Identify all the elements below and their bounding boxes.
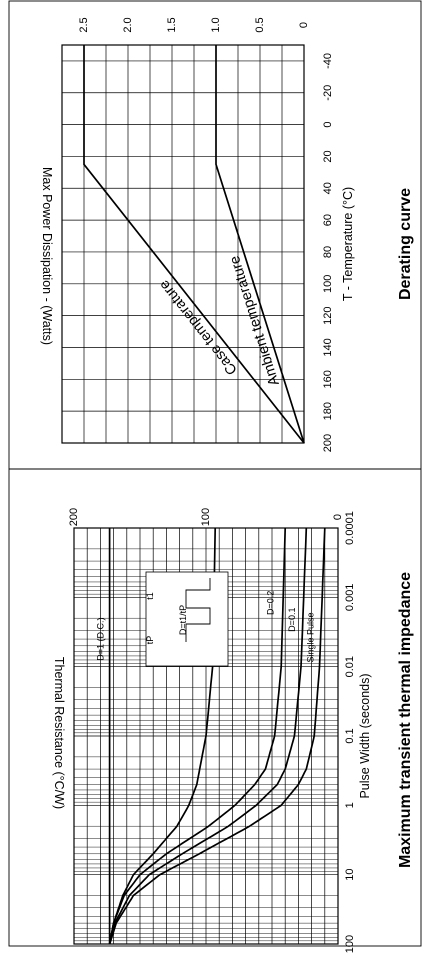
series-label: D=0.1 — [287, 608, 297, 632]
inset-formula: D=t1/tP — [178, 605, 188, 635]
x-tick-label: 1 — [344, 802, 356, 808]
pulse-waveform — [185, 578, 211, 642]
y-tick-label: 0.5 — [254, 17, 266, 32]
y-tick-label: 0 — [298, 22, 310, 28]
x-tick-label: 0.0001 — [344, 511, 356, 545]
ambient-temperature-curve — [215, 45, 305, 444]
series-label: D=0.2 — [266, 591, 276, 615]
x-tick-label: 10 — [344, 869, 356, 881]
x-tick-label: 100 — [344, 935, 356, 953]
thermal-impedance-chart: 0.0001 0.001 0.01 0.1 1 10 100 0 100 200 Pulse Wid… — [52, 508, 414, 953]
y-tick-label: 200 — [68, 508, 80, 526]
chart-title: Derating curve — [397, 188, 414, 300]
x-axis-title: Pulse Width (seconds) — [358, 673, 372, 798]
x-tick-label: 0.01 — [344, 656, 356, 677]
derating-chart: -40 -20 0 20 40 60 80 100 120 140 160 180 200 0 0.5 1.0… — [40, 17, 414, 452]
plot-frame — [61, 44, 305, 444]
inset-t1-label: t1 — [145, 592, 155, 600]
case-temperature-label: Case temperature — [156, 277, 240, 378]
y-tick-label: 100 — [200, 508, 212, 526]
x-tick-label: 0.001 — [344, 584, 356, 612]
series-label: Single Pulse — [305, 613, 315, 663]
x-tick-label: -40 — [322, 53, 334, 69]
y-axis-title: Thermal Resistance (°C/W) — [52, 657, 66, 809]
x-tick-label: 80 — [322, 246, 334, 258]
x-tick-label: 180 — [322, 402, 334, 420]
y-tick-label: 1.0 — [210, 17, 222, 32]
duty-cycle-curve — [108, 527, 287, 945]
case-temperature-curve — [83, 45, 305, 444]
inset-box — [145, 571, 229, 667]
figure-border — [8, 0, 422, 947]
plot-frame — [73, 527, 339, 945]
x-tick-label: 0 — [322, 122, 334, 128]
x-tick-label: 160 — [322, 370, 334, 388]
x-tick-label: 20 — [322, 150, 334, 162]
x-tick-label: 40 — [322, 182, 334, 194]
y-tick-label: 2.0 — [122, 17, 134, 32]
x-tick-label: 100 — [322, 275, 334, 293]
x-tick-label: 120 — [322, 306, 334, 324]
y-tick-label: 0 — [332, 514, 344, 520]
chart-title: Maximum transient thermal impedance — [397, 572, 414, 868]
y-tick-label: 1.5 — [166, 17, 178, 32]
y-tick-label: 2.5 — [78, 17, 90, 32]
x-tick-label: 0.1 — [344, 728, 356, 743]
x-tick-label: 140 — [322, 338, 334, 356]
duty-cycle-curve — [108, 527, 308, 945]
y-axis-title: Max Power Dissipation - (Watts) — [40, 167, 54, 345]
x-tick-label: -20 — [322, 85, 334, 101]
series-label: D=1 (D.C.) — [95, 617, 105, 660]
inset-tp-label: tP — [145, 636, 155, 645]
x-tick-label: 60 — [322, 214, 334, 226]
x-axis-title: T - Temperature (°C) — [341, 187, 355, 301]
duty-cycle-curve — [108, 527, 326, 945]
x-tick-label: 200 — [322, 434, 334, 452]
